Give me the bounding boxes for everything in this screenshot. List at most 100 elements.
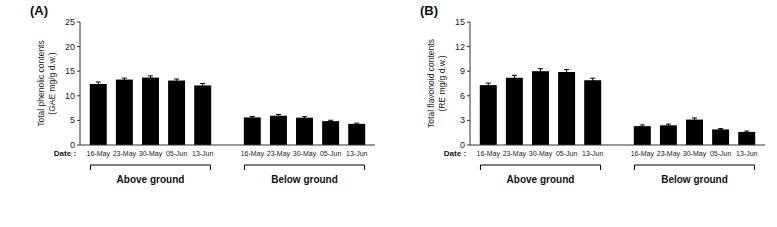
y-tick <box>77 95 80 96</box>
error-bar <box>200 84 205 88</box>
bar <box>584 80 601 145</box>
x-tick-label: 16-May <box>477 150 501 158</box>
error-cap <box>640 124 645 125</box>
x-tick-label: 16-May <box>87 150 111 158</box>
y-tick-label: 9 <box>460 66 465 76</box>
error-cap <box>666 126 671 127</box>
error-cap <box>486 87 491 88</box>
error-bar <box>744 131 749 133</box>
x-axis <box>80 145 375 146</box>
error-cap <box>122 81 127 82</box>
group-label: Above ground <box>117 174 185 185</box>
error-cap <box>148 75 153 76</box>
x-tick-label: 30-May <box>293 150 317 158</box>
error-cap <box>96 82 101 83</box>
x-axis-label: Date : <box>54 149 76 158</box>
bar <box>244 117 261 145</box>
error-stem <box>98 82 99 86</box>
error-stem <box>566 70 567 75</box>
bar <box>194 85 211 145</box>
bar <box>712 129 729 145</box>
bracket-end <box>364 165 365 170</box>
error-cap <box>666 124 671 125</box>
error-stem <box>202 84 203 88</box>
error-cap <box>640 127 645 128</box>
y-tick <box>467 120 470 121</box>
error-stem <box>514 75 515 80</box>
error-cap <box>564 69 569 70</box>
y-tick <box>467 71 470 72</box>
error-cap <box>486 83 491 84</box>
y-tick-label: 15 <box>455 17 465 27</box>
error-cap <box>590 78 595 79</box>
bar <box>634 126 651 145</box>
group-label: Above ground <box>507 174 575 185</box>
bracket-end <box>634 165 635 170</box>
x-tick-label: 13-Jun <box>192 150 214 157</box>
bar <box>322 121 339 145</box>
error-cap <box>354 123 359 124</box>
x-tick-label: 23-May <box>503 150 527 158</box>
y-tick-label: 10 <box>65 91 75 101</box>
group-label: Below ground <box>661 174 728 185</box>
bar <box>296 118 313 145</box>
error-bar <box>276 114 281 116</box>
bar <box>348 124 365 145</box>
y-tick <box>467 46 470 47</box>
error-cap <box>328 122 333 123</box>
x-tick-label: 05-Jun <box>320 150 342 157</box>
error-bar <box>302 117 307 119</box>
y-tick-label: 25 <box>65 17 75 27</box>
y-tick <box>77 46 80 47</box>
group-bracket <box>244 165 364 170</box>
error-bar <box>590 78 595 82</box>
y-tick-label: 6 <box>460 91 465 101</box>
x-tick-label: 13-Jun <box>736 150 758 157</box>
y-tick <box>77 22 80 23</box>
error-cap <box>538 68 543 69</box>
group-bracket <box>634 165 754 170</box>
y-tick <box>77 71 80 72</box>
error-cap <box>148 79 153 80</box>
bracket-line <box>244 165 364 166</box>
error-bar <box>122 78 127 81</box>
x-tick-label: 23-May <box>657 150 681 158</box>
x-tick-label: 30-May <box>529 150 553 158</box>
bar <box>558 72 575 145</box>
x-tick-label: 16-May <box>241 150 265 158</box>
error-cap <box>200 87 205 88</box>
y-tick-label: 12 <box>455 42 465 52</box>
error-cap <box>250 116 255 117</box>
group-bracket <box>480 165 600 170</box>
x-tick-label: 16-May <box>631 150 655 158</box>
error-bar <box>486 83 491 87</box>
bar <box>686 120 703 145</box>
bar <box>480 85 497 145</box>
y-tick-label: 5 <box>70 115 75 125</box>
group-bracket <box>90 165 210 170</box>
error-bar <box>174 79 179 82</box>
y-tick-label: 20 <box>65 42 75 52</box>
y-tick <box>467 145 470 146</box>
error-bar <box>328 120 333 122</box>
error-bar <box>148 76 153 79</box>
bar <box>168 81 185 145</box>
error-stem <box>592 78 593 82</box>
error-cap <box>174 79 179 80</box>
error-bar <box>250 116 255 118</box>
bar <box>660 125 677 145</box>
panel: 0369121516-May23-May30-May05-Jun13-Jun16… <box>420 3 765 185</box>
error-bar <box>692 118 697 121</box>
bracket-end <box>600 165 601 170</box>
error-cap <box>174 82 179 83</box>
error-cap <box>590 82 595 83</box>
y-axis-label: (GAE mg/g d.w.) <box>47 52 57 115</box>
y-tick <box>467 95 470 96</box>
bracket-line <box>90 165 210 166</box>
error-stem <box>488 83 489 87</box>
x-tick-label: 13-Jun <box>346 150 368 157</box>
error-cap <box>276 116 281 117</box>
error-cap <box>718 128 723 129</box>
bracket-line <box>480 165 600 166</box>
error-cap <box>564 74 569 75</box>
